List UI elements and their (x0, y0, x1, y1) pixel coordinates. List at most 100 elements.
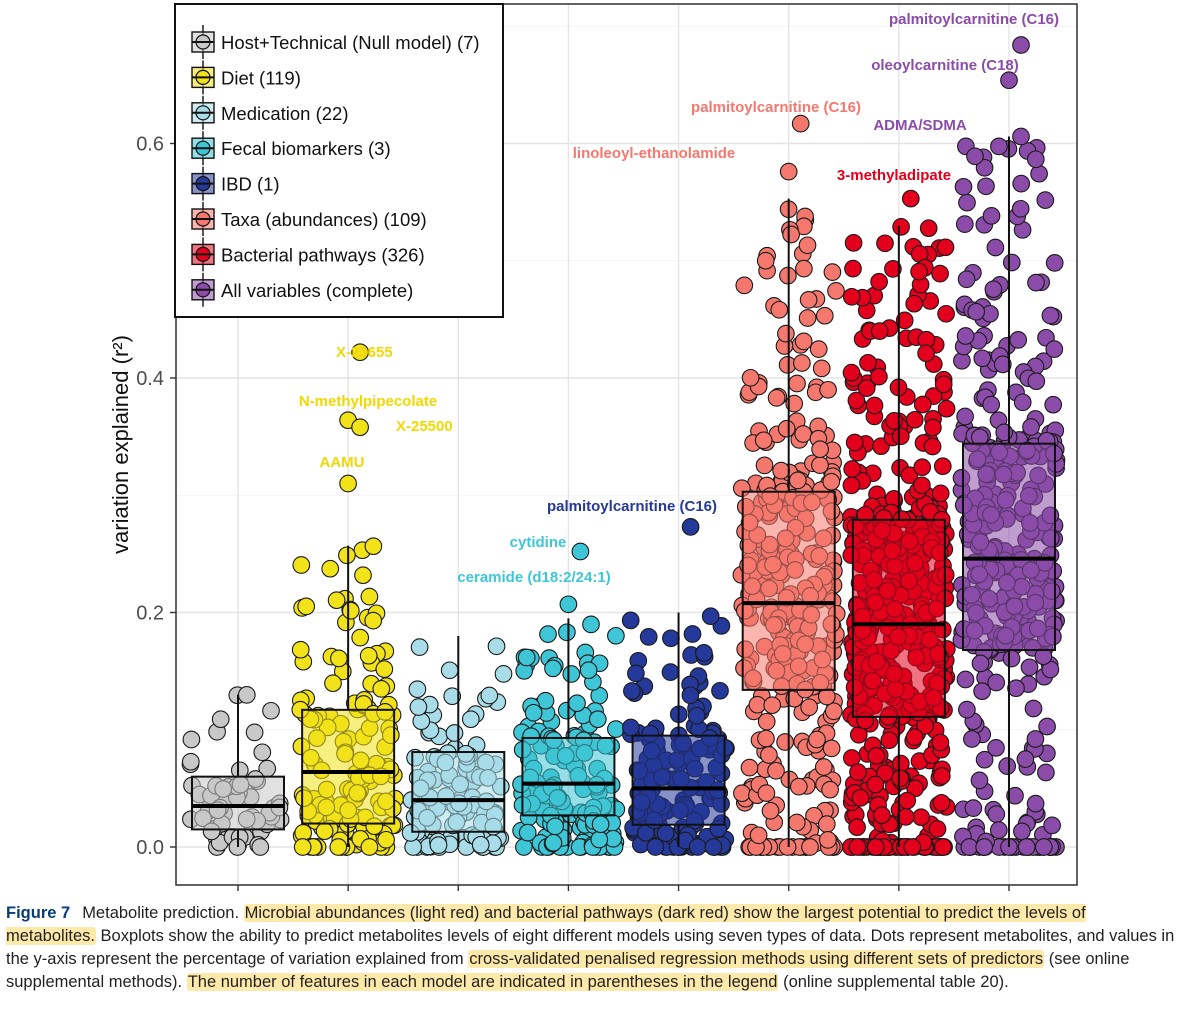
outlier-point (571, 542, 590, 561)
box-3 (521, 618, 616, 847)
data-point (321, 559, 340, 578)
data-point (590, 830, 609, 849)
legend-item-7: All variables (complete) (191, 272, 413, 307)
data-point (364, 611, 383, 630)
data-point (182, 730, 201, 749)
data-point (870, 272, 888, 291)
data-point (1022, 418, 1040, 436)
data-point (955, 215, 974, 233)
data-point (998, 757, 1017, 775)
annotation-label: AAMU (320, 454, 365, 471)
data-point (809, 340, 828, 358)
annotation-label: N-methylpipecolate (299, 393, 437, 410)
data-point (990, 137, 1008, 156)
annotation-label: oleoylcarnitine (C18) (871, 57, 1019, 74)
data-point (245, 723, 264, 742)
data-point (662, 629, 680, 648)
data-point (895, 311, 914, 330)
data-point (798, 309, 817, 327)
data-point (351, 628, 370, 647)
data-point (867, 747, 886, 765)
data-point (544, 833, 563, 852)
data-point (1024, 699, 1043, 718)
data-point (623, 682, 641, 700)
data-point (912, 808, 930, 827)
data-point (847, 391, 866, 410)
data-point (857, 379, 876, 397)
caption-text-1: Metabolite prediction. (82, 904, 244, 922)
data-point (621, 611, 640, 630)
data-point (741, 368, 760, 387)
data-point (842, 476, 861, 495)
legend-item-4: IBD (1) (191, 166, 280, 201)
data-point (749, 826, 768, 845)
data-point (518, 823, 537, 842)
data-point (937, 399, 956, 418)
legend-item-6: Bacterial pathways (326) (191, 237, 425, 272)
data-point (782, 225, 800, 244)
data-point (1037, 763, 1055, 782)
data-point (341, 601, 360, 620)
data-point (789, 777, 808, 796)
data-point (1026, 794, 1045, 813)
data-point (934, 375, 953, 394)
data-point (808, 730, 826, 749)
data-point (471, 835, 490, 854)
annotation-label: X-23655 (336, 344, 393, 361)
data-point (931, 264, 949, 283)
caption-highlight-2: cross-validated penalised regression met… (468, 950, 1045, 968)
legend: Host+Technical (Null model) (7) Diet (119… (174, 3, 504, 318)
outlier-point (559, 595, 578, 614)
data-point (1002, 253, 1021, 272)
data-point (1007, 679, 1025, 698)
data-point (639, 628, 658, 646)
annotation-label: linoleoyl-ethanolamide (573, 145, 736, 162)
data-point (1002, 649, 1021, 668)
caption-text-2: Boxplots show the ability to predict met… (6, 927, 1175, 968)
data-point (327, 591, 346, 610)
data-point (754, 431, 773, 450)
annotation-label: ADMA/SDMA (873, 117, 966, 134)
annotation-label: X-25500 (396, 418, 453, 435)
data-point (338, 546, 356, 565)
data-point (1045, 254, 1064, 272)
data-point (967, 302, 986, 321)
data-point (262, 701, 280, 720)
data-point (982, 207, 1001, 225)
data-point (539, 625, 557, 643)
data-point (960, 838, 979, 856)
legend-item-1: Diet (119) (191, 60, 301, 95)
data-point (866, 775, 885, 794)
data-point (776, 733, 794, 751)
data-point (924, 418, 942, 437)
data-point (982, 395, 1001, 414)
data-point (293, 838, 312, 856)
data-point (814, 758, 833, 776)
data-point (817, 815, 836, 833)
data-point (1027, 273, 1045, 292)
caption-highlight-3: The number of features in each model are… (186, 973, 779, 991)
data-point (987, 673, 1006, 692)
y-tick-label: 0.4 (136, 368, 164, 390)
data-point (913, 476, 931, 495)
data-point (372, 680, 391, 698)
data-point (975, 838, 994, 856)
data-point (963, 730, 981, 748)
data-point (772, 461, 790, 480)
legend-label: Diet (119) (221, 67, 301, 88)
data-point (688, 838, 707, 856)
box-iqr (191, 775, 285, 831)
caption-text-4: (online supplemental table 20). (778, 973, 1009, 991)
data-point (291, 640, 310, 659)
data-point (181, 752, 200, 771)
data-point (870, 322, 889, 340)
data-point (770, 300, 789, 319)
annotations: X-23655 N-methylpipecolate X-25500 AAMU palm… (299, 11, 1059, 586)
box-iqr (741, 490, 836, 691)
data-point (956, 670, 975, 689)
data-point (966, 147, 984, 166)
data-point (621, 718, 640, 737)
data-point (933, 457, 952, 476)
data-point (1034, 838, 1053, 856)
box-iqr (851, 518, 946, 718)
